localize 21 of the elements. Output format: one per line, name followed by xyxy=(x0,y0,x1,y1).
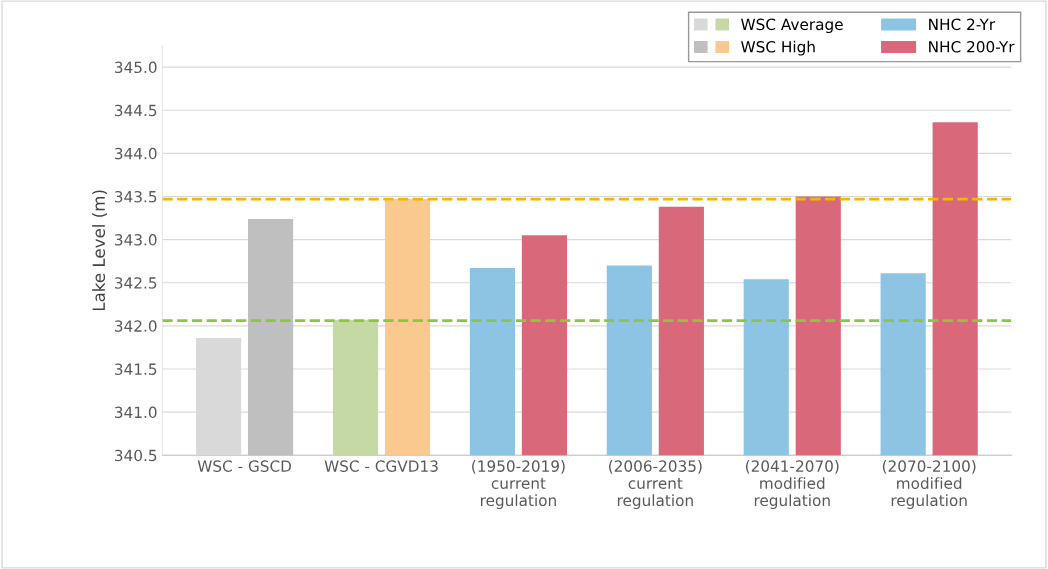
y-tick-label: 343.5 xyxy=(115,190,157,203)
legend-label: NHC 200-Yr xyxy=(929,41,1015,53)
y-tick-label: 343.0 xyxy=(115,234,157,246)
y-tick-label: 340.5 xyxy=(115,449,157,462)
legend-label: NHC 2-Yr xyxy=(929,18,996,31)
y-tick-label: 344.0 xyxy=(115,147,157,160)
x-tick-label: (1950-2019) current regulation xyxy=(472,460,565,510)
legend-label: WSC Average xyxy=(741,18,843,34)
y-tick-label: 345.0 xyxy=(115,61,157,74)
y-tick-label: 342.5 xyxy=(115,277,157,289)
x-tick-label: (2041-2070) modified regulation xyxy=(745,460,839,510)
x-tick-label: (2070-2100) modified regulation xyxy=(882,460,976,510)
y-tick-label: 341.0 xyxy=(115,406,157,419)
x-tick-label: WSC - GSCD xyxy=(197,460,292,472)
x-tick-label: WSC - CGVD13 xyxy=(324,460,438,472)
y-tick-label: 341.5 xyxy=(115,363,157,375)
x-tick-label: (2006-2035) current regulation xyxy=(609,460,702,510)
legend-label: WSC High xyxy=(741,40,815,56)
y-tick-label: 342.0 xyxy=(115,320,157,332)
y-tick-label: 344.5 xyxy=(115,104,157,117)
y-axis-title: Lake Level (m) xyxy=(92,190,108,311)
